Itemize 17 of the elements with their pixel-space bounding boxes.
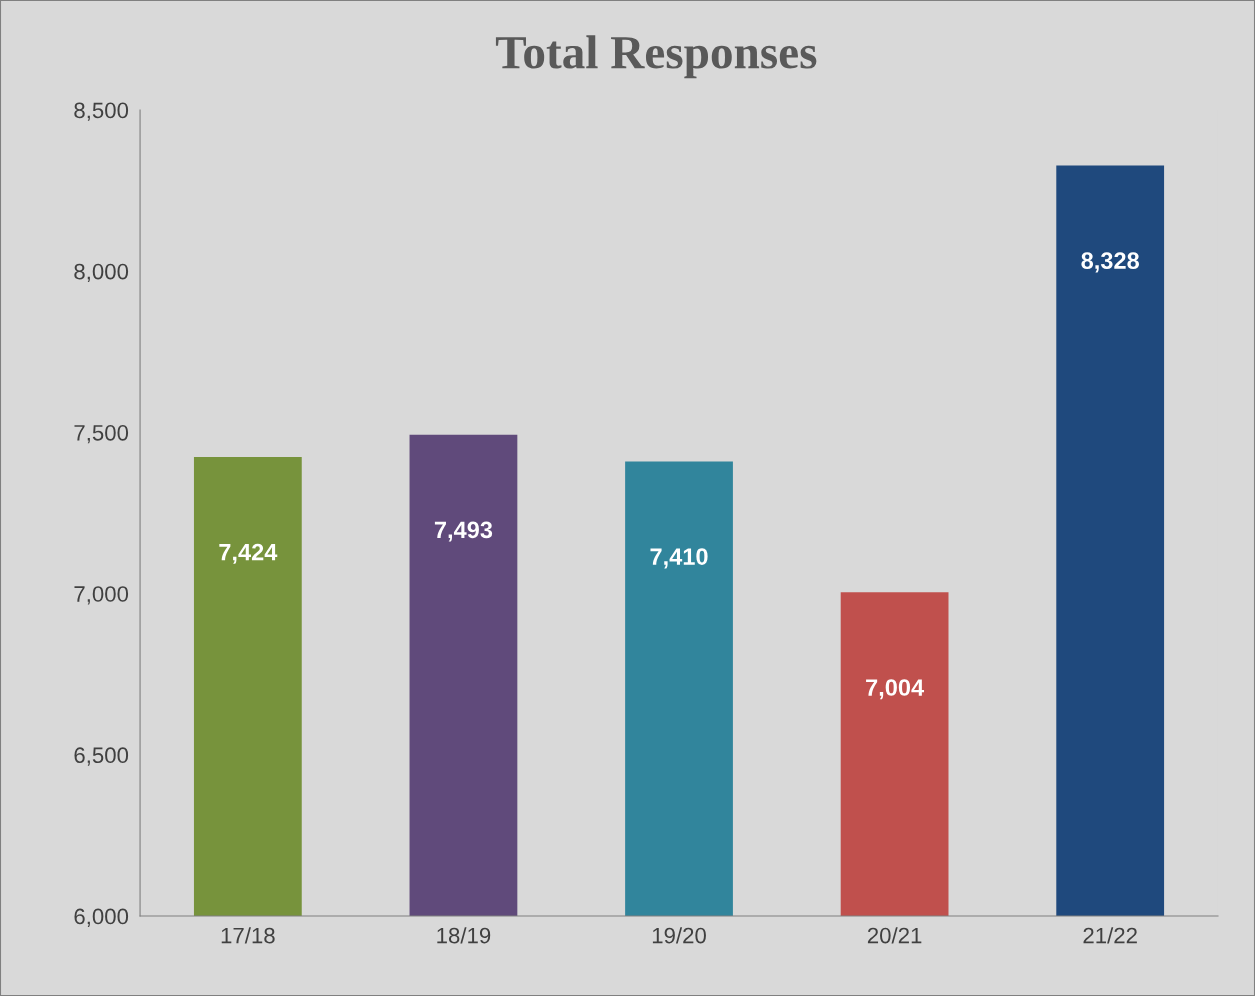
y-tick-label: 6,000 [74, 908, 129, 927]
y-tick-label: 7,500 [74, 424, 129, 444]
x-tick-label: 19/20 [652, 927, 706, 944]
data-label: 7,424 [219, 543, 278, 564]
x-tick-label: 18/19 [437, 927, 491, 944]
y-tick-label: 6,500 [74, 747, 129, 766]
x-tick-label: 20/21 [867, 927, 922, 944]
y-tick-label: 8,500 [74, 102, 129, 121]
x-tick-label: 21/22 [1083, 927, 1137, 944]
data-label: 7,004 [866, 679, 925, 700]
y-tick-label: 8,000 [74, 263, 129, 283]
chart-title: Total Responses [495, 35, 817, 79]
y-tick-label: 7,000 [74, 586, 129, 605]
x-tick-label: 17/18 [221, 927, 275, 944]
data-label: 8,328 [1081, 252, 1140, 273]
data-label: 7,493 [434, 521, 493, 542]
data-label: 7,410 [650, 548, 708, 569]
